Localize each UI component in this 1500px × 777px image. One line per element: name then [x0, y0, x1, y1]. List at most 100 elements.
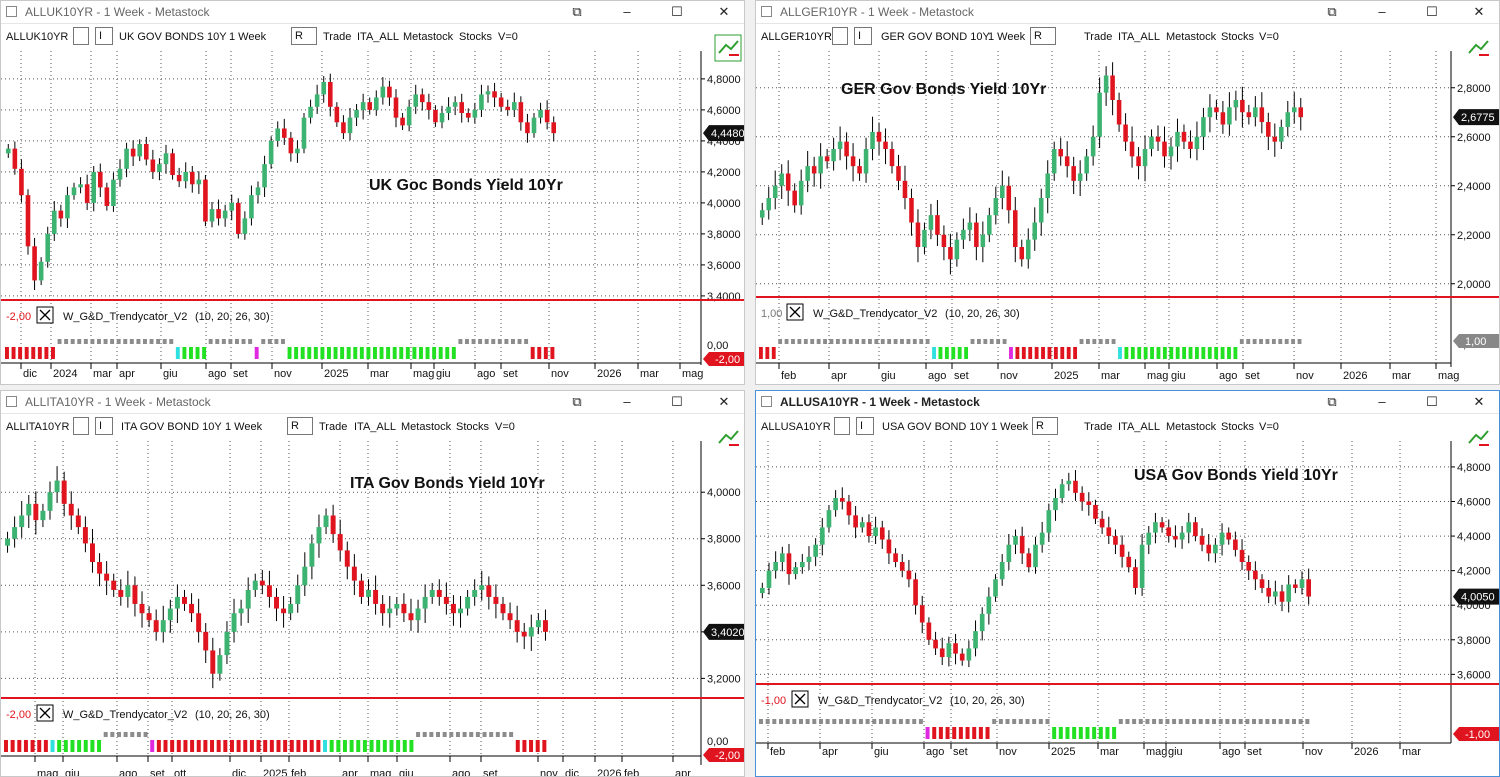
candle-body [511, 102, 517, 110]
restore-icon[interactable]: ⧉ [572, 4, 582, 19]
indicator-bar [1150, 347, 1154, 359]
trend-icon-frame [1465, 35, 1491, 61]
indicator-bar [1201, 347, 1206, 359]
indicator-bar [1015, 347, 1020, 359]
maximize-button[interactable]: ☐ [671, 394, 683, 409]
minimize-button[interactable]: – [623, 4, 631, 19]
range-dropdown[interactable]: R [287, 417, 313, 435]
period-label[interactable]: 1 Week [229, 31, 267, 43]
candle-body [979, 613, 985, 632]
minimize-button[interactable]: – [1378, 4, 1386, 19]
range-dropdown[interactable]: R [1032, 417, 1058, 435]
candle-body [5, 148, 11, 154]
indicator-bar [1112, 727, 1117, 739]
candle-body [124, 148, 129, 169]
indicator-bar [405, 347, 410, 359]
indicator-bar [1245, 719, 1250, 724]
symbol-type-dropdown[interactable]: I [854, 27, 872, 45]
candle-body [1159, 522, 1165, 528]
restore-icon[interactable]: ⧉ [1327, 394, 1337, 409]
indicator-bar [1078, 727, 1083, 739]
candle-body [833, 498, 838, 511]
maximize-button[interactable]: ☐ [1426, 4, 1438, 19]
chart-window-ger[interactable]: ALLGER10YR - 1 Week - Metastock ⧉ – ☐ ✕ … [755, 0, 1500, 385]
candle-body [966, 648, 972, 661]
price-chart[interactable]: feb apr giu ago set nov 2025 mar mag giu ago set nov… [756, 1, 1500, 385]
candle-body [514, 620, 520, 632]
candle-body [1253, 107, 1258, 118]
indicator-bar [861, 339, 866, 344]
symbol-type-dropdown[interactable]: I [856, 417, 874, 435]
symbol-label[interactable]: ALLUK10YR [6, 31, 69, 43]
period-label[interactable]: 1 Week [991, 421, 1029, 433]
candle-body [12, 148, 18, 169]
chart-window-usa[interactable]: ALLUSA10YR - 1 Week - Metastock ⧉ – ☐ ✕ … [755, 390, 1500, 777]
symbol-type-dropdown[interactable]: I [95, 417, 113, 435]
restore-icon[interactable]: ⧉ [1327, 4, 1337, 19]
indicator-bar [342, 740, 347, 752]
indicator-bar [1220, 347, 1225, 359]
indicator-bar [1152, 719, 1157, 724]
indicator-bar [77, 740, 82, 752]
x-tick-label: ago [208, 368, 226, 380]
indicator-bar [1125, 719, 1130, 724]
range-dropdown[interactable]: R [1030, 27, 1056, 45]
interval-dropdown[interactable] [832, 27, 848, 45]
indicator-bar [353, 347, 358, 359]
title-bar[interactable]: ALLGER10YR - 1 Week - Metastock ⧉ – ☐ ✕ [756, 1, 1499, 24]
indicator-bar [129, 339, 134, 344]
indicator-bar [1137, 347, 1142, 359]
candle-body [889, 149, 895, 167]
minimize-button[interactable]: – [1378, 394, 1386, 409]
close-button[interactable]: ✕ [718, 4, 730, 19]
interval-dropdown[interactable] [834, 417, 850, 435]
maximize-button[interactable]: ☐ [1426, 394, 1438, 409]
x-tick-label: mag [1438, 370, 1459, 382]
symbol-label[interactable]: ALLUSA10YR [761, 421, 831, 433]
candle-body [1181, 131, 1187, 142]
candle-body [479, 94, 484, 110]
candle-body [334, 106, 340, 123]
close-button[interactable]: ✕ [1473, 394, 1485, 409]
chart-window-icon [6, 396, 17, 407]
close-button[interactable]: ✕ [718, 394, 730, 409]
x-tick-label: ago [1219, 370, 1237, 382]
indicator-bar [349, 740, 354, 752]
title-bar[interactable]: ALLITA10YR - 1 Week - Metastock ⧉ – ☐ ✕ [1, 391, 744, 414]
indicator-bar [136, 732, 141, 737]
close-button[interactable]: ✕ [1473, 4, 1485, 19]
minimize-button[interactable]: – [623, 394, 631, 409]
trend-icon-frame [715, 425, 741, 451]
interval-dropdown[interactable] [73, 27, 89, 45]
chart-window-ita[interactable]: ALLITA10YR - 1 Week - Metastock ⧉ – ☐ ✕ … [0, 390, 745, 777]
candle-body [68, 503, 74, 516]
symbol-label[interactable]: ALLITA10YR [6, 421, 70, 433]
restore-icon[interactable]: ⧉ [572, 394, 582, 409]
indicator-bar [346, 347, 351, 359]
indicator-bar [221, 339, 226, 344]
interval-dropdown[interactable] [73, 417, 89, 435]
price-chart[interactable]: dic 2024 mar apr giu ago set nov 2025 mar mag giu ag… [1, 1, 745, 385]
chart-toolbar: ALLUK10YR I UK GOV BONDS 10Y 1 Week R Tr… [1, 24, 744, 50]
indicator-bar [1284, 339, 1289, 344]
price-chart[interactable]: feb apr giu ago set nov 2025 mar mag giu ago set nov… [756, 391, 1500, 777]
maximize-button[interactable]: ☐ [671, 4, 683, 19]
period-label[interactable]: 1 Week [988, 31, 1026, 43]
candle-body [38, 261, 44, 281]
indicator-bar [938, 347, 943, 359]
title-bar[interactable]: ALLUK10YR - 1 Week - Metastock ⧉ – ☐ ✕ [1, 1, 744, 24]
y-tick-label: 3,4000 [707, 291, 741, 303]
indicator-bar [792, 719, 797, 724]
range-dropdown[interactable]: R [291, 27, 317, 45]
indicator-bar [274, 339, 279, 344]
indicator-bar [103, 732, 108, 737]
x-tick-label: dic [23, 368, 38, 380]
candle-body [967, 222, 973, 230]
title-bar[interactable]: ALLUSA10YR - 1 Week - Metastock ⧉ – ☐ ✕ [756, 391, 1499, 414]
symbol-label[interactable]: ALLGER10YR [761, 31, 832, 43]
symbol-type-dropdown[interactable]: I [95, 27, 113, 45]
chart-window-uk[interactable]: ALLUK10YR - 1 Week - Metastock ⧉ – ☐ ✕ A… [0, 0, 745, 385]
period-label[interactable]: 1 Week [225, 421, 263, 433]
candle-body [380, 86, 386, 98]
price-chart[interactable]: mag giu ago set ott dic 2025 feb apr mag giu ago set… [1, 391, 745, 777]
